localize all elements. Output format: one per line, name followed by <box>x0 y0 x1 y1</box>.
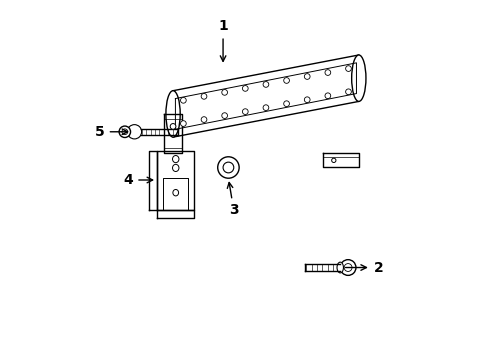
Ellipse shape <box>172 156 179 163</box>
Polygon shape <box>157 210 194 218</box>
Circle shape <box>331 158 335 162</box>
Text: 5: 5 <box>95 125 127 139</box>
Circle shape <box>217 157 239 178</box>
Polygon shape <box>157 152 194 210</box>
Circle shape <box>304 74 309 79</box>
Circle shape <box>222 113 227 118</box>
Circle shape <box>345 66 351 71</box>
Circle shape <box>119 126 130 138</box>
Circle shape <box>242 109 247 114</box>
Circle shape <box>180 98 186 103</box>
Circle shape <box>263 82 268 87</box>
Polygon shape <box>164 114 182 153</box>
Circle shape <box>304 97 309 103</box>
Polygon shape <box>173 55 358 137</box>
Polygon shape <box>149 152 157 210</box>
Polygon shape <box>323 153 358 167</box>
Text: 3: 3 <box>227 183 238 217</box>
Circle shape <box>242 86 247 91</box>
Circle shape <box>223 162 233 173</box>
Circle shape <box>340 260 355 275</box>
Circle shape <box>127 125 142 139</box>
Ellipse shape <box>173 189 178 196</box>
Text: 4: 4 <box>123 173 152 187</box>
Circle shape <box>180 121 186 126</box>
Text: 2: 2 <box>345 261 383 275</box>
Circle shape <box>263 105 268 111</box>
Circle shape <box>122 129 127 135</box>
Circle shape <box>201 117 206 122</box>
Ellipse shape <box>165 91 180 137</box>
Circle shape <box>283 78 289 83</box>
Circle shape <box>170 123 176 129</box>
Ellipse shape <box>351 55 365 102</box>
Circle shape <box>344 264 351 271</box>
Circle shape <box>283 101 289 107</box>
Ellipse shape <box>172 165 179 171</box>
Ellipse shape <box>336 262 343 273</box>
Circle shape <box>325 70 330 75</box>
Text: 1: 1 <box>218 19 227 61</box>
Circle shape <box>222 90 227 95</box>
Circle shape <box>345 89 351 95</box>
Circle shape <box>325 93 330 99</box>
Circle shape <box>201 94 206 99</box>
